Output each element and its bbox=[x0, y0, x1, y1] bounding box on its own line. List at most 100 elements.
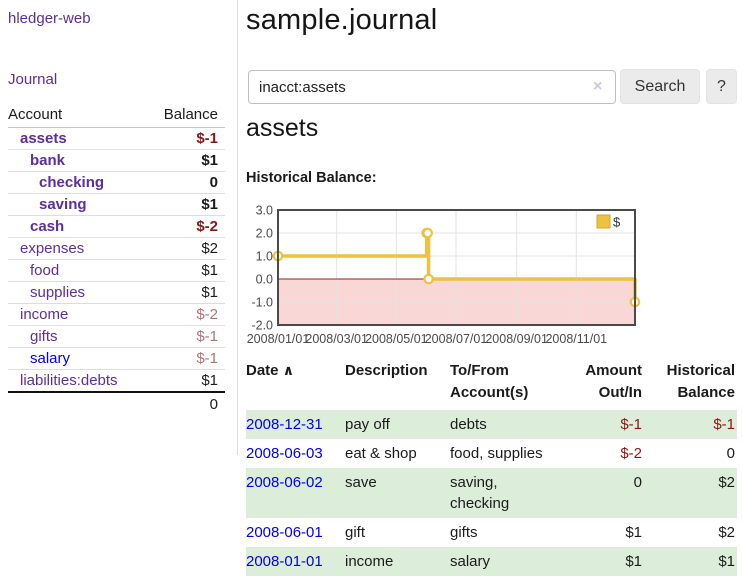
balance-column-header: Historical Balance bbox=[666, 362, 735, 401]
transaction-amount: $1 bbox=[625, 523, 642, 541]
sidebar-divider bbox=[237, 0, 238, 455]
account-balance: $-2 bbox=[147, 303, 225, 326]
account-balance: $1 bbox=[147, 149, 225, 172]
svg-text:2008/09/01: 2008/09/01 bbox=[485, 332, 548, 346]
transaction-accounts: food, supplies bbox=[450, 444, 543, 462]
account-link-bank[interactable]: bank bbox=[30, 152, 66, 169]
search-input[interactable] bbox=[248, 70, 616, 104]
transaction-amount: $-1 bbox=[620, 415, 642, 433]
transaction-row: 2008-01-01 income salary $1 $1 bbox=[246, 546, 737, 576]
account-link-liabilities-debts[interactable]: liabilities:debts bbox=[20, 372, 118, 389]
accounts-column-header: To/From Account(s) bbox=[450, 362, 529, 401]
transaction-balance: $1 bbox=[718, 552, 735, 570]
balance-column-header: Balance bbox=[147, 103, 225, 128]
account-row-income: income $-2 bbox=[8, 303, 225, 326]
account-link-income[interactable]: income bbox=[20, 306, 69, 323]
account-link-salary[interactable]: salary bbox=[30, 350, 71, 367]
historical-balance-chart: 2008/01/012008/03/012008/05/012008/07/01… bbox=[247, 204, 641, 346]
account-link-supplies[interactable]: supplies bbox=[30, 284, 86, 301]
transaction-balance: 0 bbox=[726, 444, 735, 462]
page-title: sample.journal bbox=[246, 4, 438, 36]
account-row-salary: salary $-1 bbox=[8, 347, 225, 370]
account-balance: $2 bbox=[147, 237, 225, 260]
account-row-saving: saving $1 bbox=[8, 193, 225, 216]
transaction-row: 2008-06-01 gift gifts $1 $2 bbox=[246, 518, 737, 547]
date-column-header[interactable]: Date ∧ bbox=[246, 358, 345, 410]
svg-text:2.0: 2.0 bbox=[256, 227, 273, 241]
transaction-amount: 0 bbox=[633, 473, 642, 491]
transaction-date-link[interactable]: 2008-06-03 bbox=[246, 444, 323, 462]
search-button[interactable]: Search bbox=[620, 69, 700, 104]
svg-text:-1.0: -1.0 bbox=[251, 296, 273, 310]
transaction-amount: $1 bbox=[625, 552, 642, 570]
account-link-saving[interactable]: saving bbox=[39, 196, 87, 213]
account-balance: $1 bbox=[147, 259, 225, 282]
account-link-checking[interactable]: checking bbox=[39, 174, 105, 191]
account-link-expenses[interactable]: expenses bbox=[20, 240, 85, 257]
account-row-bank: bank $1 bbox=[8, 149, 225, 172]
account-balance: $-2 bbox=[147, 215, 225, 238]
account-row-supplies: supplies $1 bbox=[8, 281, 225, 304]
transaction-accounts: gifts bbox=[450, 523, 478, 541]
svg-text:0.0: 0.0 bbox=[256, 273, 273, 287]
transaction-description: save bbox=[345, 473, 377, 491]
transaction-date-link[interactable]: 2008-06-02 bbox=[246, 473, 323, 491]
account-row-cash: cash $-2 bbox=[8, 215, 225, 238]
account-row-assets: assets $-1 bbox=[8, 127, 225, 150]
account-balance: 0 bbox=[147, 171, 225, 194]
clear-search-icon[interactable]: × bbox=[593, 78, 603, 95]
transaction-accounts: debts bbox=[450, 415, 487, 433]
transaction-row: 2008-12-31 pay off debts $-1 $-1 bbox=[246, 409, 737, 439]
accounts-total-row: 0 bbox=[8, 391, 225, 415]
accounts-total-value: 0 bbox=[147, 391, 225, 415]
transaction-date-link[interactable]: 2008-06-01 bbox=[246, 523, 323, 541]
transaction-accounts: saving, checking bbox=[450, 473, 510, 512]
sort-asc-icon: ∧ bbox=[282, 362, 295, 378]
account-balance: $-1 bbox=[147, 347, 225, 370]
register-table: Date ∧ Description To/From Account(s) Am… bbox=[246, 358, 737, 576]
register-header-row: Date ∧ Description To/From Account(s) Am… bbox=[246, 358, 737, 410]
transaction-description: pay off bbox=[345, 415, 390, 433]
account-heading: assets bbox=[246, 114, 319, 142]
svg-text:-2.0: -2.0 bbox=[251, 319, 273, 333]
account-balance: $1 bbox=[201, 372, 218, 389]
account-balance: $1 bbox=[147, 281, 225, 304]
account-link-assets[interactable]: assets bbox=[20, 130, 67, 147]
transaction-amount: $-2 bbox=[620, 444, 642, 462]
transaction-balance: $2 bbox=[718, 473, 735, 491]
account-row-expenses: expenses $2 bbox=[8, 237, 225, 260]
brand-link[interactable]: hledger-web bbox=[8, 10, 91, 27]
sidebar-item-journal[interactable]: Journal bbox=[8, 71, 58, 88]
account-row-food: food $1 bbox=[8, 259, 225, 282]
transaction-balance: $2 bbox=[718, 523, 735, 541]
svg-text:2008/11/01: 2008/11/01 bbox=[545, 332, 607, 346]
amount-column-header: Amount Out/In bbox=[585, 362, 642, 401]
account-link-gifts[interactable]: gifts bbox=[30, 328, 58, 345]
svg-text:2008/03/01: 2008/03/01 bbox=[305, 332, 368, 346]
transaction-date-link[interactable]: 2008-12-31 bbox=[246, 415, 323, 433]
transaction-description: income bbox=[345, 552, 394, 570]
account-link-cash[interactable]: cash bbox=[30, 218, 65, 235]
transaction-accounts: salary bbox=[450, 552, 491, 570]
transaction-date-link[interactable]: 2008-01-01 bbox=[246, 552, 323, 570]
transaction-row: 2008-06-02 save saving, checking 0 $2 bbox=[246, 467, 737, 518]
account-column-header: Account bbox=[8, 103, 148, 128]
account-balance: $-1 bbox=[147, 127, 225, 150]
help-button[interactable]: ? bbox=[706, 69, 737, 104]
svg-text:3.0: 3.0 bbox=[256, 204, 273, 218]
legend-swatch bbox=[596, 214, 611, 229]
description-column-header: Description bbox=[345, 362, 428, 379]
account-row-gifts: gifts $-1 bbox=[8, 325, 225, 348]
transaction-description: eat & shop bbox=[345, 444, 417, 462]
account-link-food[interactable]: food bbox=[30, 262, 60, 279]
accounts-table: Account Balance assets $-1 bank $1 check… bbox=[8, 103, 225, 415]
transaction-row: 2008-06-03 eat & shop food, supplies $-2… bbox=[246, 439, 737, 468]
transaction-balance: $-1 bbox=[713, 415, 735, 433]
svg-text:$: $ bbox=[613, 215, 621, 230]
transaction-description: gift bbox=[345, 523, 366, 541]
account-balance: $-1 bbox=[147, 325, 225, 348]
date-header-label: Date bbox=[246, 362, 279, 379]
account-balance: $1 bbox=[147, 193, 225, 216]
account-row-checking: checking 0 bbox=[8, 171, 225, 194]
svg-text:2008/05/01: 2008/05/01 bbox=[365, 332, 428, 346]
